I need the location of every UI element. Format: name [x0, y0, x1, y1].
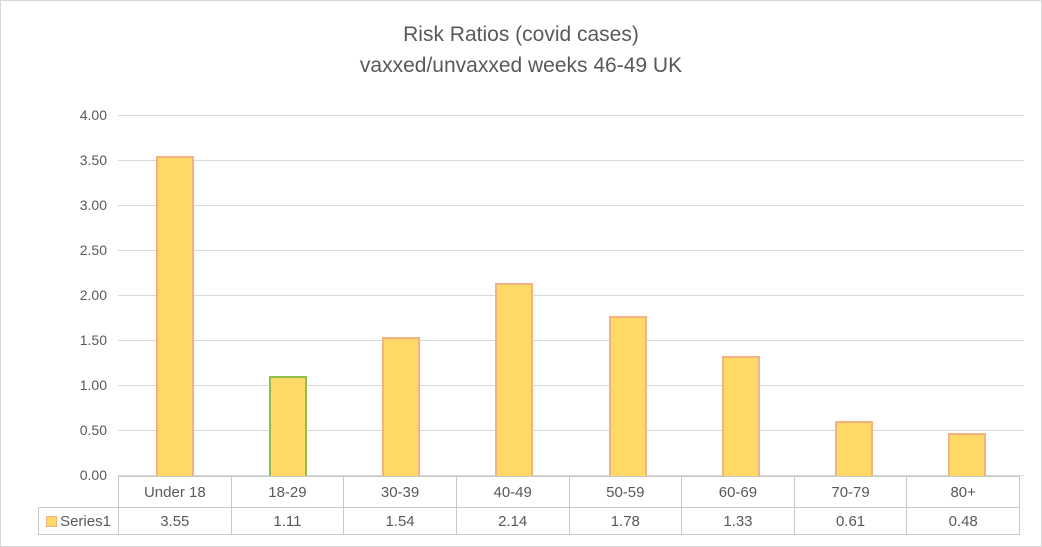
legend-label: Series1 [60, 512, 111, 530]
y-axis-tick-label: 2.50 [79, 242, 107, 258]
gridline [118, 250, 1024, 251]
data-table: Under 18 18-29 30-39 40-49 50-59 60-69 70-79 80… [38, 476, 1020, 535]
category-label: 30-39 [343, 476, 457, 508]
value-cell: 1.78 [568, 507, 683, 535]
gridline [118, 160, 1024, 161]
bar-40-49 [495, 283, 534, 476]
chart-title: Risk Ratios (covid cases) vaxxed/unvaxxe… [1, 19, 1041, 81]
category-label: 50-59 [568, 476, 683, 508]
bar-70-79 [835, 421, 874, 476]
gridline [118, 430, 1024, 431]
chart-title-line2: vaxxed/unvaxxed weeks 46-49 UK [359, 54, 683, 77]
category-label: 80+ [906, 476, 1020, 508]
category-label: Under 18 [118, 476, 232, 508]
bar-80+ [948, 433, 987, 476]
y-axis-tick-label: 2.00 [79, 287, 107, 303]
category-label: 70-79 [793, 476, 908, 508]
chart-title-line1: Risk Ratios (covid cases) [403, 23, 639, 46]
bar-50-59 [608, 316, 647, 476]
gridline [118, 115, 1024, 116]
gridline [118, 385, 1024, 386]
y-axis-tick-label: 0.50 [79, 422, 107, 438]
y-axis-tick-label: 1.50 [79, 332, 107, 348]
value-cell: 1.33 [681, 507, 795, 535]
y-axis-tick-label: 3.00 [79, 197, 107, 213]
value-cell: 2.14 [455, 507, 570, 535]
bar-18-29 [268, 376, 307, 476]
value-cell: 1.54 [343, 507, 457, 535]
y-axis-tick-label: 4.00 [79, 107, 107, 123]
bar-under-18 [155, 156, 194, 476]
data-table-header-row: Under 18 18-29 30-39 40-49 50-59 60-69 70-79 80… [39, 476, 1020, 508]
y-axis-tick-label: 3.50 [79, 152, 107, 168]
gridline [118, 340, 1024, 341]
plot-area [118, 115, 1024, 476]
legend-swatch-icon [46, 515, 58, 527]
data-table-value-row: Series1 3.55 1.11 1.54 2.14 1.78 1.33 0.61 0.48 [38, 507, 1020, 535]
value-cell: 3.55 [118, 507, 232, 535]
value-cell: 1.11 [230, 507, 345, 535]
gridline [118, 475, 1024, 476]
data-table-corner-cell [39, 477, 119, 508]
gridline [118, 205, 1024, 206]
value-cell: 0.48 [906, 507, 1020, 535]
value-cell: 0.61 [793, 507, 908, 535]
legend-cell: Series1 [38, 507, 119, 535]
bar-60-69 [721, 356, 760, 476]
y-axis-tick-label: 0.00 [79, 467, 107, 483]
y-axis-tick-label: 1.00 [79, 377, 107, 393]
bar-30-39 [382, 337, 421, 476]
gridline [118, 295, 1024, 296]
category-label: 60-69 [681, 476, 795, 508]
category-label: 18-29 [230, 476, 345, 508]
category-label: 40-49 [455, 476, 570, 508]
